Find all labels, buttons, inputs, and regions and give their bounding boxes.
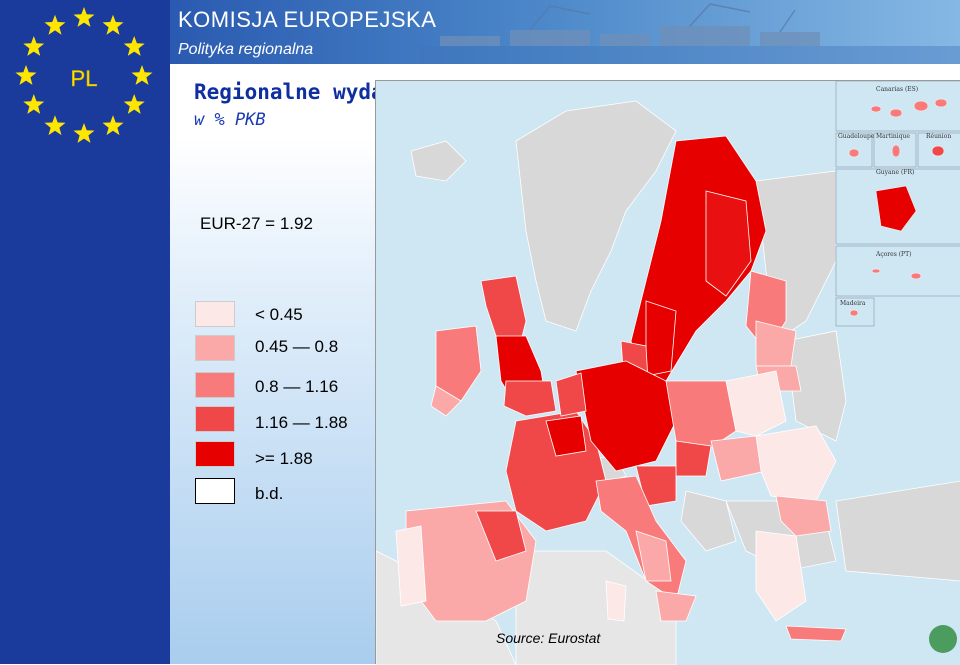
eu-star-icon <box>123 36 145 56</box>
eu-star-icon <box>123 94 145 114</box>
inset-label-reunion: Réunion <box>926 133 952 140</box>
eu-star-icon <box>73 123 95 143</box>
inset-label-madeira: Madeira <box>840 300 866 307</box>
eu-star-icon <box>44 115 66 136</box>
eu-star-icon <box>23 36 45 56</box>
inset-label-canarias: Canarias (ES) <box>876 86 919 93</box>
inset-label-guadeloupe: Guadeloupe <box>838 133 875 140</box>
inset-label-martinique: Martinique <box>876 133 910 140</box>
header-title: KOMISJA EUROPEJSKA <box>178 7 437 32</box>
header-subtitle: Polityka regionalna <box>178 41 314 58</box>
legend-label-4: 1.16 — 1.88 <box>255 413 348 432</box>
eu-star-icon <box>102 14 124 35</box>
eu-star-icon <box>15 65 37 85</box>
page-subtitle: w % PKB <box>194 110 266 130</box>
harbor-image <box>420 3 960 64</box>
legend-swatch-3 <box>195 372 235 398</box>
eu-flag-panel: PL <box>0 0 170 664</box>
legend-swatch-4 <box>195 406 235 432</box>
europe-map: Canarias (ES) Guadeloupe Martinique Réun… <box>375 80 960 665</box>
europe-map-drawing <box>376 81 960 665</box>
eu-average-label: EUR-27 = 1.92 <box>200 214 313 233</box>
legend-panel-background <box>170 64 375 664</box>
eu-star-icon <box>44 14 66 35</box>
legend-swatch-5 <box>195 441 235 467</box>
legend-label-1: < 0.45 <box>255 305 303 324</box>
legend-label-5: >= 1.88 <box>255 449 313 468</box>
legend-swatch-1 <box>195 301 235 327</box>
eu-star-icon <box>102 115 124 136</box>
inset-label-guyane: Guyane (FR) <box>876 169 915 176</box>
header-banner: KOMISJA EUROPEJSKA Polityka regionalna <box>170 0 960 64</box>
legend-swatch-6 <box>195 478 235 504</box>
country-code: PL <box>71 66 98 91</box>
eu-stars-circle: PL <box>15 7 153 143</box>
eu-star-icon <box>73 7 95 27</box>
legend-label-2: 0.45 — 0.8 <box>255 337 339 356</box>
legend-label-3: 0.8 — 1.16 <box>255 377 339 396</box>
inset-label-acores: Açores (PT) <box>876 251 912 258</box>
eu-star-icon <box>23 94 45 114</box>
legend-swatch-2 <box>195 335 235 361</box>
eu-star-icon <box>131 65 153 85</box>
legend-label-6: b.d. <box>255 484 284 503</box>
source-note: Source: Eurostat <box>496 630 601 646</box>
